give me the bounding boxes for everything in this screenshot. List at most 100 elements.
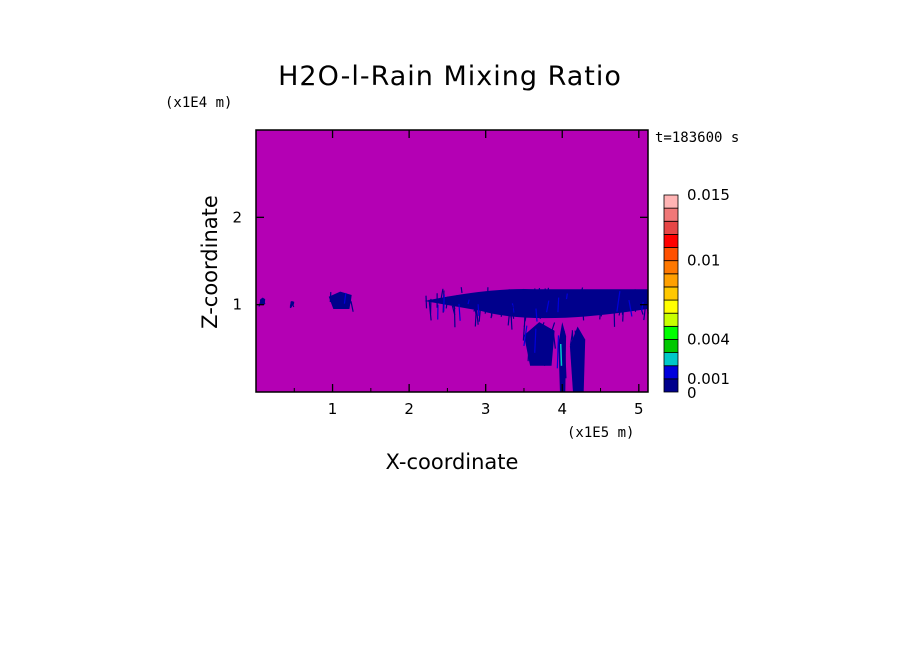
rain-streak bbox=[633, 289, 636, 296]
rain-streak bbox=[580, 287, 584, 295]
rain-streak bbox=[546, 287, 550, 299]
rain-streak bbox=[535, 308, 538, 322]
rain-region bbox=[424, 287, 649, 330]
rain-streak bbox=[343, 292, 347, 304]
rain-streak bbox=[541, 342, 546, 366]
rain-region bbox=[556, 322, 567, 392]
rain-streak bbox=[329, 292, 332, 303]
colorbar-swatch bbox=[663, 207, 679, 222]
colorbar-label: 0.01 bbox=[687, 252, 720, 270]
rain-streak bbox=[522, 325, 526, 341]
rain-streak bbox=[523, 304, 526, 327]
colorbar-swatch bbox=[663, 286, 679, 301]
rain-streak bbox=[571, 330, 574, 345]
rain-core bbox=[559, 343, 563, 366]
x-axis-ticks: 1 2 3 4 5 bbox=[293, 130, 644, 418]
colorbar-swatch bbox=[663, 352, 679, 367]
colorbar-swatch bbox=[663, 339, 679, 354]
colorbar-swatch bbox=[663, 299, 679, 314]
rain-streak bbox=[440, 288, 444, 299]
x-tick-label: 2 bbox=[404, 400, 414, 418]
y-scale-label: (x1E4 m) bbox=[165, 95, 232, 111]
rain-streak bbox=[534, 328, 537, 353]
rain-region bbox=[522, 322, 556, 366]
rain-streak bbox=[475, 301, 479, 325]
rain-cell-shape bbox=[523, 322, 555, 366]
rain-field bbox=[258, 287, 649, 392]
rain-streak bbox=[507, 305, 511, 326]
rain-streak bbox=[622, 303, 625, 322]
rain-streak bbox=[634, 306, 637, 312]
chart-title: H2O-l-Rain Mixing Ratio bbox=[278, 61, 622, 92]
rain-streak bbox=[510, 308, 513, 330]
x-tick-label: 5 bbox=[634, 400, 644, 418]
y-axis-ticks: 12 bbox=[232, 208, 648, 314]
rain-streak bbox=[523, 325, 528, 347]
rain-streak bbox=[290, 301, 294, 308]
rain-region bbox=[328, 291, 354, 312]
rain-region bbox=[289, 301, 295, 309]
rain-streak bbox=[641, 301, 644, 311]
rain-streak bbox=[484, 295, 488, 314]
rain-streak bbox=[333, 295, 338, 308]
rain-streak bbox=[261, 297, 266, 305]
rain-streak bbox=[582, 309, 585, 321]
colorbar-swatch bbox=[663, 378, 679, 393]
colorbar-label: 0.015 bbox=[687, 186, 730, 204]
rain-streak bbox=[458, 303, 461, 321]
y-axis-label: Z-coordinate bbox=[198, 195, 222, 329]
rain-streak bbox=[620, 295, 624, 305]
rain-streak bbox=[579, 365, 583, 385]
rain-streak bbox=[446, 297, 450, 304]
colorbar-label: 0.001 bbox=[687, 370, 730, 388]
colorbar-swatch bbox=[663, 325, 679, 340]
rain-streak bbox=[552, 330, 556, 349]
rain-streak bbox=[527, 339, 530, 362]
rain-streak bbox=[490, 309, 493, 317]
rain-streak bbox=[474, 305, 477, 314]
rain-layer-shape bbox=[424, 288, 648, 319]
rain-streak bbox=[467, 299, 470, 305]
x-tick-label: 3 bbox=[481, 400, 491, 418]
colorbar-swatch bbox=[663, 273, 679, 288]
rain-streak bbox=[562, 345, 566, 378]
plot-area bbox=[255, 129, 649, 393]
rain-streak bbox=[350, 301, 354, 312]
rain-streak bbox=[289, 302, 292, 307]
rain-streak bbox=[599, 297, 603, 317]
colorbar-swatch bbox=[663, 365, 679, 380]
colorbar-swatch bbox=[663, 220, 679, 235]
colorbar-label: 0.004 bbox=[687, 330, 730, 348]
rain-streak bbox=[628, 299, 633, 317]
rain-streak bbox=[477, 304, 480, 317]
rain-streak bbox=[540, 325, 544, 340]
rain-region bbox=[569, 326, 586, 392]
rain-streak bbox=[618, 304, 623, 316]
x-axis-label: X-coordinate bbox=[386, 450, 519, 474]
colorbar-swatch bbox=[663, 194, 679, 209]
rain-streak bbox=[258, 300, 262, 307]
rain-streak bbox=[478, 305, 482, 322]
rain-streak bbox=[532, 288, 536, 303]
colorbar: 00.001 0.004 0.01 0.015 bbox=[663, 186, 730, 402]
rain-streak bbox=[556, 335, 560, 369]
plot-background bbox=[256, 130, 648, 392]
colorbar-swatch bbox=[663, 233, 679, 248]
colorbar-label: 0 bbox=[687, 384, 697, 402]
rain-streak bbox=[557, 297, 560, 313]
x-scale-label: (x1E5 m) bbox=[567, 425, 634, 441]
rain-streak bbox=[643, 302, 647, 321]
rain-streak bbox=[502, 295, 507, 316]
rain-streak bbox=[565, 293, 568, 300]
rain-streak bbox=[524, 307, 528, 322]
rain-streak bbox=[551, 322, 556, 332]
rain-streak bbox=[630, 297, 634, 311]
rain-cell-shape bbox=[569, 326, 586, 392]
rain-streak bbox=[616, 291, 621, 312]
x-tick-label: 4 bbox=[557, 400, 567, 418]
rain-streak bbox=[545, 300, 550, 313]
rain-streak bbox=[539, 297, 544, 319]
rain-streak bbox=[454, 294, 458, 306]
rain-streak bbox=[538, 287, 541, 296]
